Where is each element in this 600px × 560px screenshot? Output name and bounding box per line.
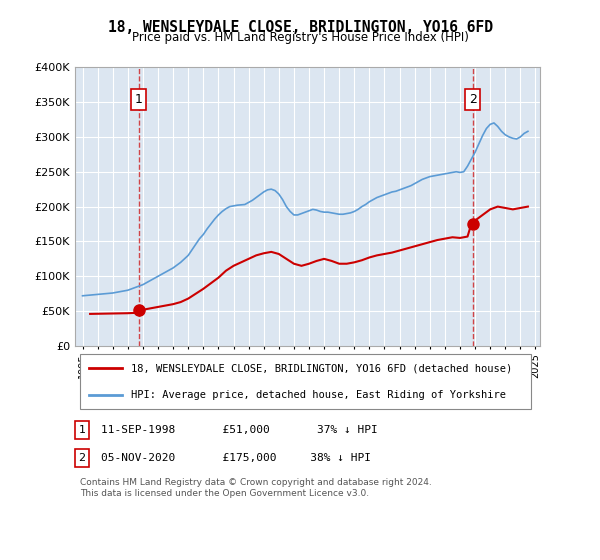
FancyBboxPatch shape [80,354,531,409]
Text: 11-SEP-1998       £51,000       37% ↓ HPI: 11-SEP-1998 £51,000 37% ↓ HPI [101,425,377,435]
Text: 2: 2 [79,452,86,463]
Text: 18, WENSLEYDALE CLOSE, BRIDLINGTON, YO16 6FD: 18, WENSLEYDALE CLOSE, BRIDLINGTON, YO16… [107,20,493,35]
Text: 18, WENSLEYDALE CLOSE, BRIDLINGTON, YO16 6FD (detached house): 18, WENSLEYDALE CLOSE, BRIDLINGTON, YO16… [131,363,512,373]
Text: Contains HM Land Registry data © Crown copyright and database right 2024.
This d: Contains HM Land Registry data © Crown c… [80,478,431,497]
Text: 05-NOV-2020       £175,000     38% ↓ HPI: 05-NOV-2020 £175,000 38% ↓ HPI [101,452,371,463]
Text: 1: 1 [134,93,142,106]
Text: HPI: Average price, detached house, East Riding of Yorkshire: HPI: Average price, detached house, East… [131,390,506,400]
Text: 1: 1 [79,425,85,435]
Text: Price paid vs. HM Land Registry's House Price Index (HPI): Price paid vs. HM Land Registry's House … [131,31,469,44]
Text: 2: 2 [469,93,476,106]
